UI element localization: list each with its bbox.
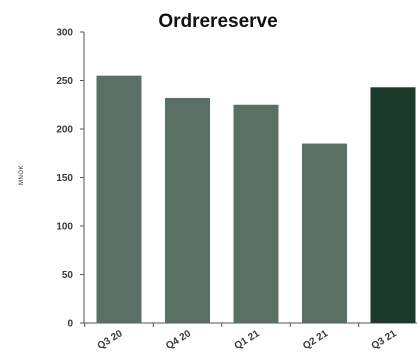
bar-q3-20 [96, 75, 142, 324]
y-tick-label: 300 [56, 28, 73, 39]
chart-title: Ordrereserve [158, 11, 277, 32]
x-tick-label: Q2 21 [301, 328, 330, 352]
y-ticks: 0 50 100 150 200 250 300 [56, 28, 84, 330]
y-tick-label: 50 [62, 270, 74, 281]
bar-q2-21 [302, 143, 347, 323]
bar-q1-21 [233, 104, 279, 323]
x-tick-label: Q1 21 [233, 328, 262, 352]
y-tick-label: 150 [56, 173, 73, 184]
y-axis-label: MNOK [19, 165, 25, 185]
y-tick-label: 200 [56, 125, 73, 136]
bars [96, 75, 416, 324]
x-tick-label: Q3 20 [96, 328, 125, 352]
x-ticks: Q3 20 Q4 20 Q1 21 Q2 21 Q3 21 [84, 323, 399, 352]
x-tick-label: Q4 20 [164, 328, 193, 352]
y-tick-label: 250 [56, 76, 73, 87]
y-tick-label: 100 [56, 222, 73, 233]
y-tick-label: 0 [67, 319, 73, 330]
bar-q3-21 [370, 87, 416, 323]
bar-q4-20 [165, 97, 210, 324]
x-tick-label: Q3 21 [370, 328, 399, 352]
